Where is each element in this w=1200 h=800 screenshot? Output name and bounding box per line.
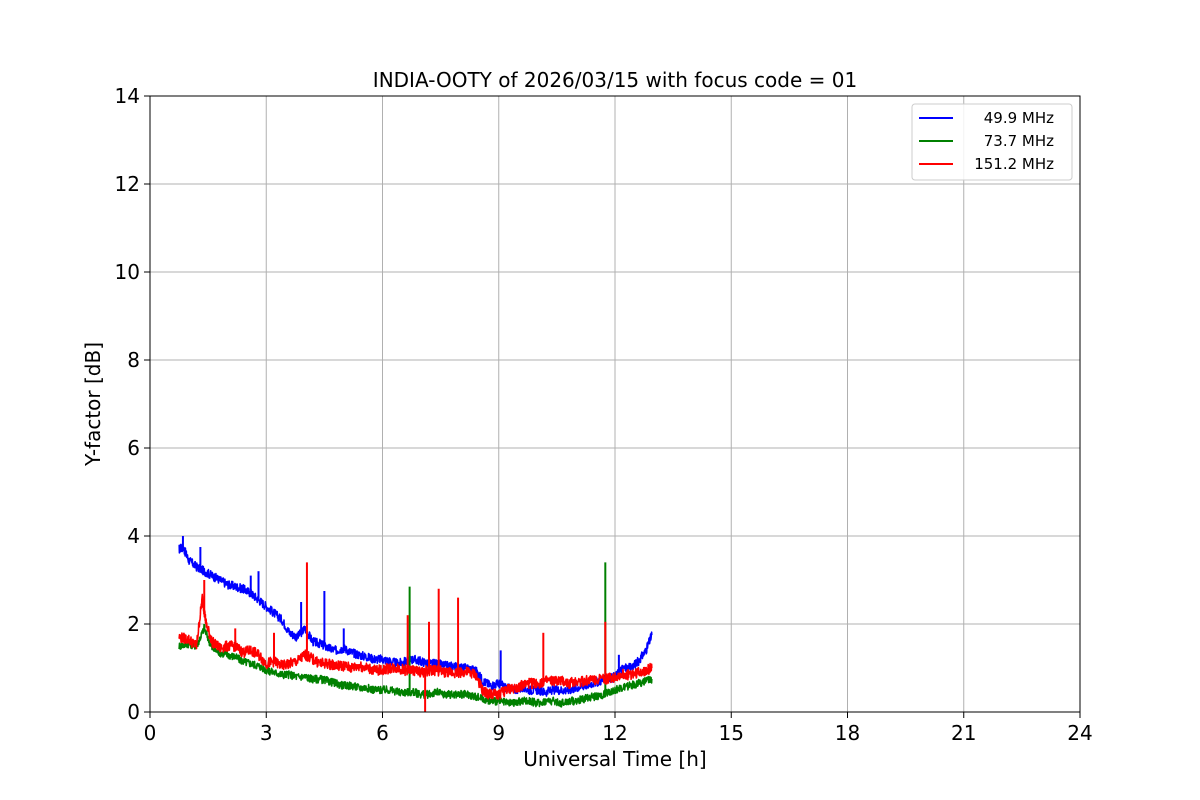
y-tick-label: 14 — [115, 84, 140, 108]
legend-box — [911, 103, 1073, 181]
series-line — [178, 624, 653, 708]
y-tick-label: 2 — [127, 612, 140, 636]
x-tick-label: 6 — [376, 721, 389, 745]
x-tick-label: 3 — [260, 721, 273, 745]
x-tick-label: 15 — [719, 721, 744, 745]
x-tick-label: 21 — [951, 721, 976, 745]
plot-lines — [178, 536, 653, 712]
x-tick-label: 9 — [492, 721, 505, 745]
x-axis-label: Universal Time [h] — [523, 747, 706, 771]
legend-label: 73.7 MHz — [984, 132, 1054, 150]
chart-title: INDIA-OOTY of 2026/03/15 with focus code… — [373, 68, 857, 92]
y-tick-label: 10 — [115, 260, 140, 284]
legend: 49.9 MHz 73.7 MHz 151.2 MHz — [911, 103, 1073, 181]
legend-label: 49.9 MHz — [984, 109, 1054, 127]
legend-label: 151.2 MHz — [974, 155, 1054, 173]
x-tick-label: 18 — [835, 721, 860, 745]
y-tick-label: 4 — [127, 524, 140, 548]
y-tick-label: 6 — [127, 436, 140, 460]
y-axis-label: Y-factor [dB] — [81, 342, 105, 467]
y-tick-label: 0 — [127, 700, 140, 724]
series-49-9-mhz — [178, 536, 653, 697]
series-line — [178, 543, 653, 697]
y-tick-label: 12 — [115, 172, 140, 196]
x-tick-label: 12 — [602, 721, 627, 745]
series-151-2-mhz — [178, 562, 653, 712]
x-tick-label: 0 — [144, 721, 157, 745]
y-tick-label: 8 — [127, 348, 140, 372]
series-line — [178, 593, 653, 700]
x-tick-label: 24 — [1067, 721, 1092, 745]
